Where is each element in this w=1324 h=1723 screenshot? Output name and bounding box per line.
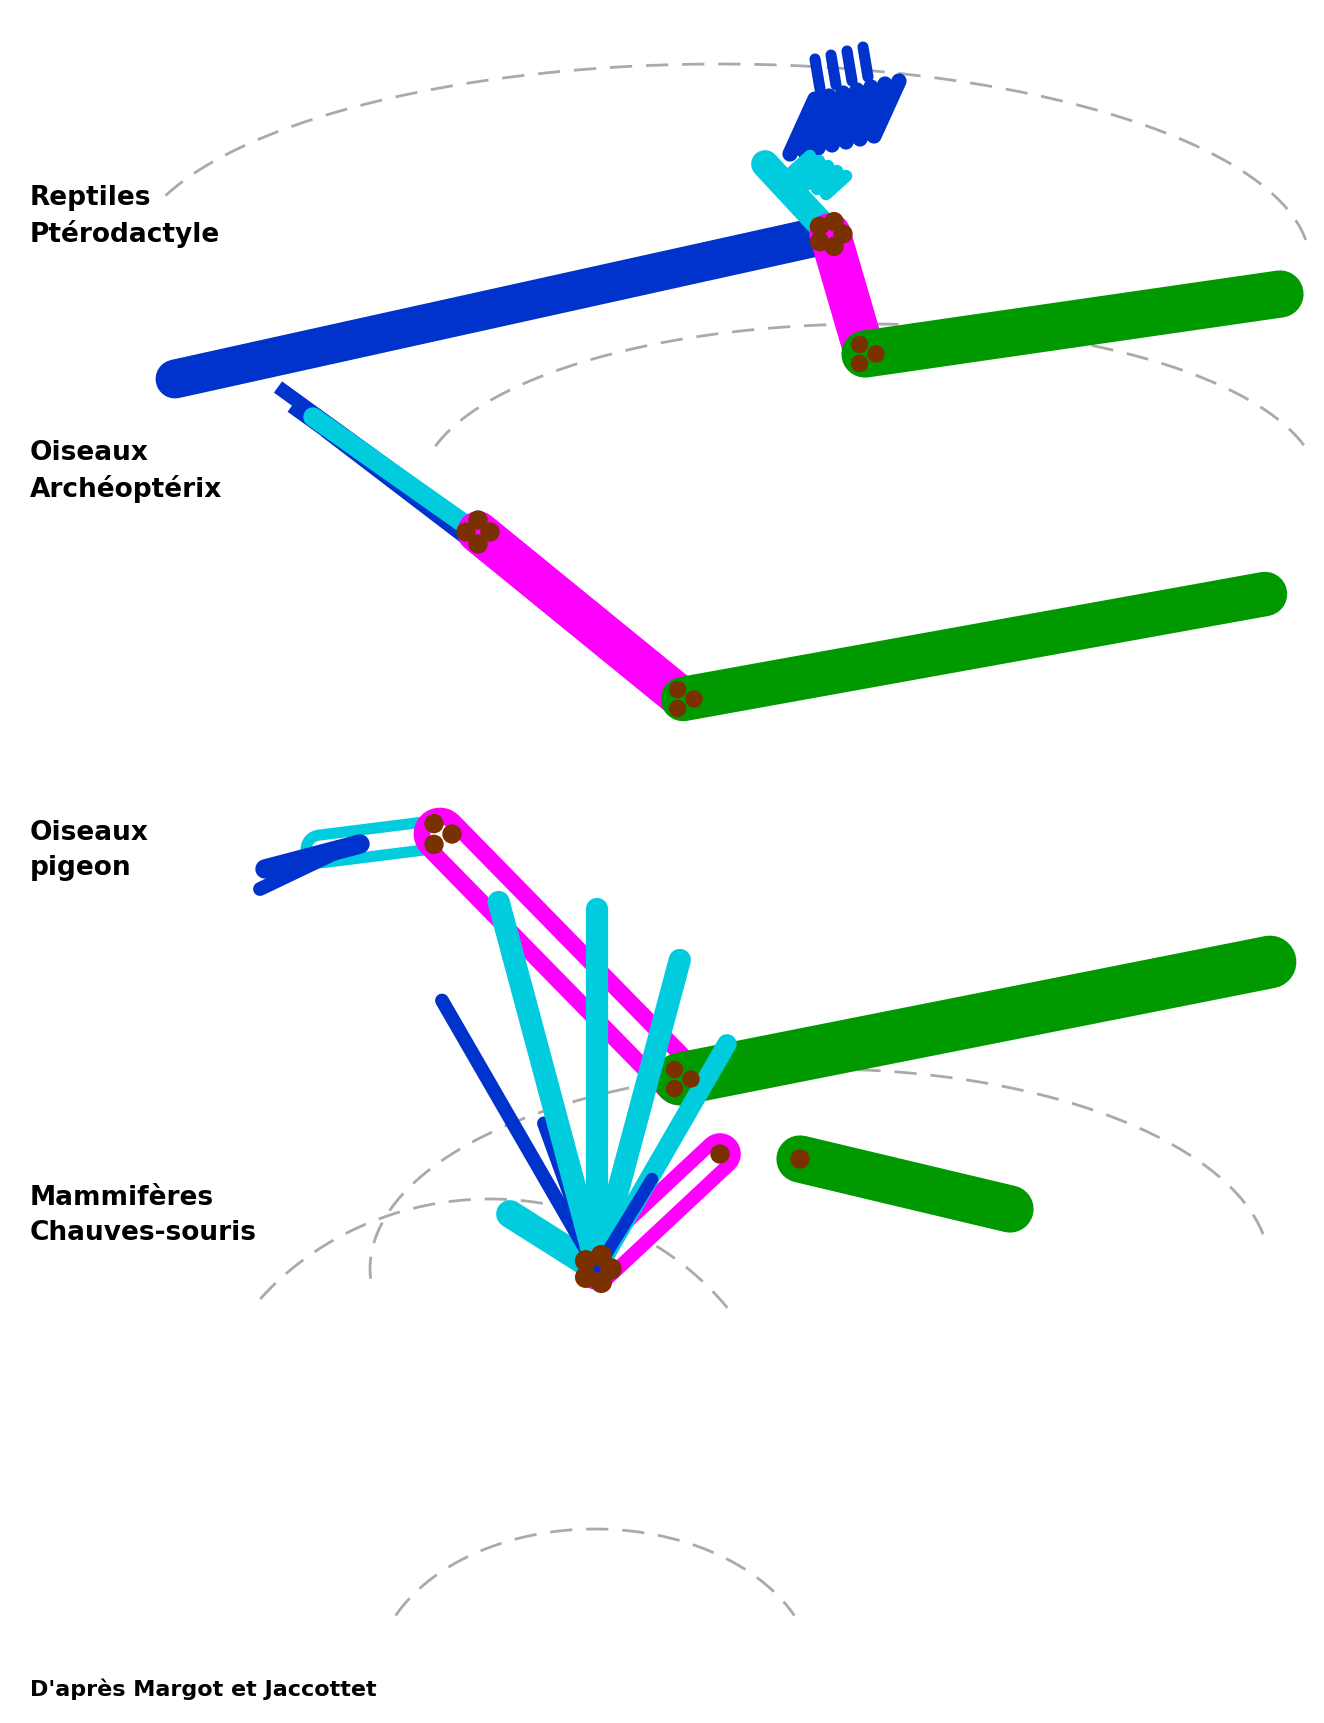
Text: Reptiles: Reptiles <box>30 184 151 210</box>
Circle shape <box>425 815 444 834</box>
Text: Oiseaux: Oiseaux <box>30 439 148 465</box>
Circle shape <box>670 701 686 717</box>
Circle shape <box>469 536 487 553</box>
Circle shape <box>666 1061 682 1079</box>
Circle shape <box>790 1151 809 1168</box>
Circle shape <box>481 524 499 541</box>
Circle shape <box>851 338 867 353</box>
Text: pigeon: pigeon <box>30 855 131 880</box>
Circle shape <box>469 512 487 529</box>
Circle shape <box>592 1273 612 1292</box>
Circle shape <box>810 234 829 252</box>
Circle shape <box>576 1251 596 1272</box>
Circle shape <box>869 346 884 364</box>
Text: Chauves-souris: Chauves-souris <box>30 1220 257 1246</box>
Text: D'après Margot et Jaccottet: D'après Margot et Jaccottet <box>30 1678 376 1699</box>
Text: Oiseaux: Oiseaux <box>30 820 148 846</box>
Circle shape <box>666 1080 682 1098</box>
Circle shape <box>601 1260 621 1278</box>
Circle shape <box>683 1072 699 1087</box>
Text: Mammifères: Mammifères <box>30 1184 214 1210</box>
Circle shape <box>457 524 475 541</box>
Circle shape <box>670 682 686 698</box>
Circle shape <box>444 825 461 844</box>
Circle shape <box>576 1268 596 1287</box>
Circle shape <box>810 219 829 236</box>
Circle shape <box>711 1146 730 1163</box>
Circle shape <box>686 691 702 708</box>
Circle shape <box>825 238 843 257</box>
Circle shape <box>592 1246 612 1266</box>
Circle shape <box>851 357 867 372</box>
Circle shape <box>425 836 444 855</box>
Text: Archéoptérix: Archéoptérix <box>30 476 222 503</box>
Text: Ptérodactyle: Ptérodactyle <box>30 221 220 248</box>
Circle shape <box>825 214 843 231</box>
Circle shape <box>834 226 853 245</box>
